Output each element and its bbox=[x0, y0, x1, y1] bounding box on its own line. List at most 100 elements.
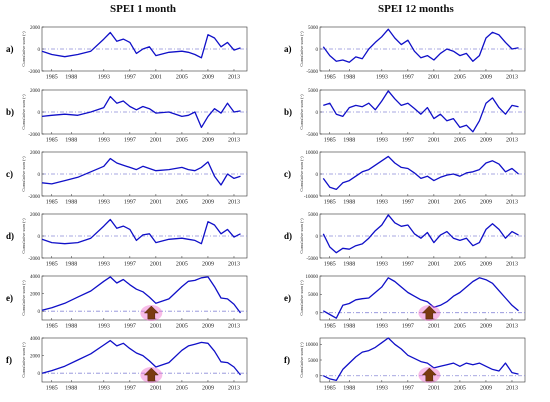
x-tick-label: 1997 bbox=[124, 262, 136, 268]
y-axis-label: Cumulative sum (-) bbox=[299, 218, 304, 254]
x-tick-label: 2009 bbox=[480, 200, 492, 206]
x-tick-label: 2013 bbox=[228, 200, 240, 206]
series-line bbox=[41, 276, 242, 314]
x-tick-label: 1993 bbox=[98, 386, 110, 392]
x-tick-label: 1985 bbox=[46, 75, 58, 81]
x-tick-label: 1997 bbox=[124, 138, 136, 144]
y-tick-label: 2000 bbox=[30, 292, 41, 297]
panel-label: b) bbox=[284, 107, 292, 117]
spei1-panel-b: b) Cumulative sum (-) 2000 0 -2000 1985 1988 19… bbox=[6, 89, 248, 144]
series-line bbox=[322, 28, 519, 63]
x-tick-label: 1993 bbox=[376, 386, 388, 392]
y-tick-label: 5000 bbox=[308, 26, 319, 31]
x-tick-label: 2005 bbox=[176, 138, 188, 144]
y-tick-label: 5000 bbox=[308, 89, 319, 94]
x-tick-label: 1993 bbox=[376, 324, 388, 330]
y-axis-label: Cumulative sum (-) bbox=[21, 156, 26, 192]
x-tick-label: 1997 bbox=[124, 386, 136, 392]
plot-frame bbox=[41, 275, 248, 321]
x-tick-label: 2001 bbox=[150, 75, 162, 81]
spei1-panel-c: c) Cumulative sum (-) 2000 0 -2000 1985 1988 19… bbox=[6, 151, 248, 206]
y-axis-label: Cumulative sum (-) bbox=[21, 280, 26, 316]
x-tick-label: 1988 bbox=[343, 324, 355, 330]
x-tick-label: 2009 bbox=[480, 324, 492, 330]
x-tick-label: 1988 bbox=[65, 262, 77, 268]
y-tick-label: 0 bbox=[38, 235, 41, 240]
x-tick-label: 2001 bbox=[428, 200, 440, 206]
x-tick-label: 2013 bbox=[506, 75, 518, 81]
x-tick-label: 1985 bbox=[324, 386, 336, 392]
x-tick-label: 1988 bbox=[343, 75, 355, 81]
brown-arrow-icon bbox=[143, 305, 159, 320]
x-tick-label: 1985 bbox=[324, 324, 336, 330]
x-tick-label: 1985 bbox=[324, 138, 336, 144]
x-tick-label: 2001 bbox=[428, 138, 440, 144]
series-line bbox=[322, 155, 519, 191]
panel-label: a) bbox=[6, 44, 14, 54]
x-tick-label: 2005 bbox=[454, 200, 466, 206]
x-tick-label: 2005 bbox=[176, 262, 188, 268]
x-tick-label: 1985 bbox=[324, 75, 336, 81]
y-tick-label: -10000 bbox=[304, 195, 319, 200]
y-axis-label: Cumulative sum (-) bbox=[299, 31, 304, 67]
panel-label: e) bbox=[6, 293, 13, 303]
x-tick-label: 2001 bbox=[428, 386, 440, 392]
y-tick-label: 0 bbox=[316, 111, 319, 116]
x-tick-label: 2005 bbox=[454, 386, 466, 392]
x-tick-label: 2005 bbox=[454, 75, 466, 81]
x-tick-label: 1997 bbox=[402, 138, 414, 144]
x-tick-label: 2013 bbox=[228, 262, 240, 268]
x-tick-label: 1988 bbox=[343, 200, 355, 206]
x-tick-label: 2013 bbox=[506, 200, 518, 206]
panel-label: f) bbox=[6, 355, 12, 365]
x-tick-label: 1993 bbox=[376, 138, 388, 144]
x-tick-label: 1988 bbox=[343, 138, 355, 144]
x-tick-label: 2005 bbox=[454, 138, 466, 144]
x-tick-label: 2013 bbox=[506, 386, 518, 392]
y-tick-label: 0 bbox=[316, 375, 319, 380]
panel-label: c) bbox=[284, 169, 291, 179]
brown-arrow-icon bbox=[421, 305, 437, 320]
x-tick-label: 1988 bbox=[343, 386, 355, 392]
x-tick-label: 2009 bbox=[202, 75, 214, 81]
y-tick-label: 2000 bbox=[30, 354, 41, 359]
spei12-panel-c: c) Cumulative sum (-)10000 0 -10000 1985 1988… bbox=[284, 151, 526, 206]
x-tick-label: 1997 bbox=[124, 75, 136, 81]
y-tick-label: 10000 bbox=[306, 151, 319, 156]
x-tick-label: 1997 bbox=[402, 75, 414, 81]
x-tick-label: 2013 bbox=[506, 324, 518, 330]
x-tick-label: 1993 bbox=[98, 262, 110, 268]
x-tick-label: 1997 bbox=[402, 200, 414, 206]
x-tick-label: 2013 bbox=[506, 262, 518, 268]
y-tick-label: 0 bbox=[38, 48, 41, 53]
x-tick-label: 2013 bbox=[228, 386, 240, 392]
spei1-panel-e: e) Cumulative sum (-) 4000 2000 0 1985 1988 199… bbox=[6, 275, 248, 330]
y-tick-label: -5000 bbox=[306, 257, 318, 262]
x-tick-label: 2009 bbox=[480, 75, 492, 81]
spei12-panel-b: b) Cumulative sum (-) 5000 0 -5000 1985 1988 19… bbox=[284, 89, 526, 144]
panel-label: d) bbox=[284, 231, 292, 241]
y-tick-label: -5000 bbox=[306, 133, 318, 138]
spei12-panel-f: f) Cumulative sum (-) 10000 5000 0 1985 1988 19… bbox=[284, 337, 526, 392]
y-tick-label: 5000 bbox=[308, 213, 319, 218]
x-tick-label: 1988 bbox=[65, 324, 77, 330]
y-tick-label: 0 bbox=[316, 48, 319, 53]
x-tick-label: 1993 bbox=[98, 324, 110, 330]
x-tick-label: 1997 bbox=[124, 324, 136, 330]
x-tick-label: 2005 bbox=[176, 386, 188, 392]
x-tick-label: 1988 bbox=[65, 138, 77, 144]
x-tick-label: 2009 bbox=[202, 138, 214, 144]
x-tick-label: 2013 bbox=[228, 75, 240, 81]
x-tick-label: 1997 bbox=[402, 386, 414, 392]
x-tick-label: 1993 bbox=[98, 75, 110, 81]
x-tick-label: 1985 bbox=[46, 324, 58, 330]
y-tick-label: 5000 bbox=[308, 293, 319, 298]
x-tick-label: 2009 bbox=[202, 200, 214, 206]
x-tick-label: 2001 bbox=[150, 386, 162, 392]
y-tick-label: 0 bbox=[316, 311, 319, 316]
y-tick-label: -5000 bbox=[306, 70, 318, 75]
x-tick-label: 2013 bbox=[506, 138, 518, 144]
brown-arrow-icon bbox=[421, 367, 437, 382]
y-tick-label: -2000 bbox=[28, 257, 40, 262]
series-line bbox=[323, 90, 519, 133]
